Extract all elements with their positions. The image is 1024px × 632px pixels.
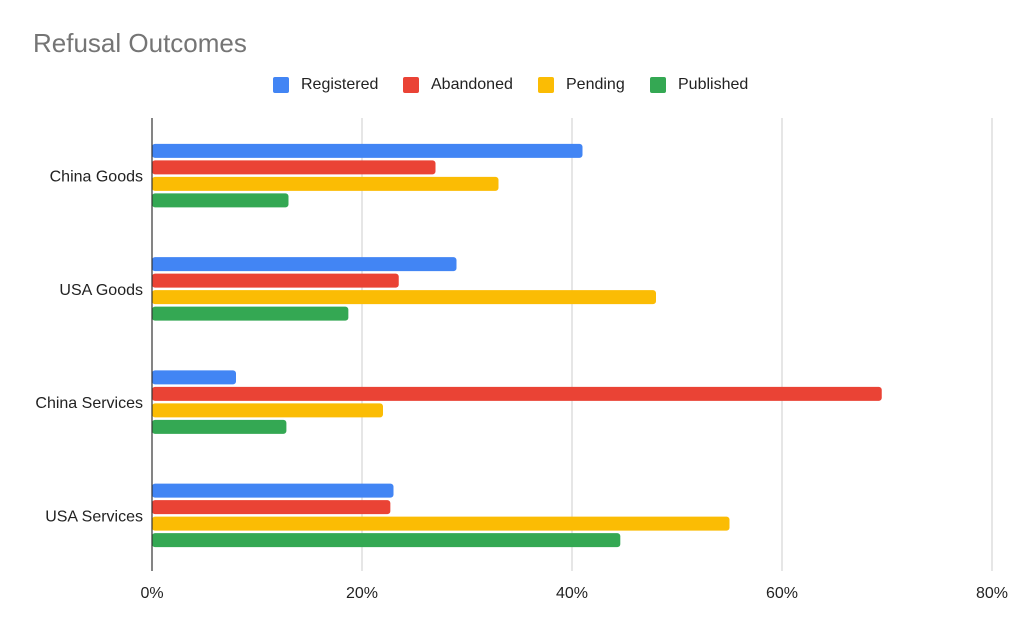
x-tick-label: 60%: [766, 585, 798, 602]
bar-abandoned: [152, 273, 399, 288]
bar-published: [152, 419, 287, 434]
bar-registered: [152, 483, 394, 498]
bar-published: [152, 306, 349, 321]
bar-pending: [152, 176, 499, 191]
bar-published: [152, 533, 621, 548]
bar-registered: [152, 257, 457, 272]
bar-abandoned: [152, 386, 882, 401]
x-tick-label: 20%: [346, 585, 378, 602]
legend-swatch-pending: [538, 77, 554, 93]
x-tick-label: 80%: [976, 585, 1008, 602]
category-label: China Services: [35, 395, 143, 412]
legend-swatch-published: [650, 77, 666, 93]
legend-swatch-registered: [273, 77, 289, 93]
bar-published: [152, 193, 289, 208]
bar-pending: [152, 403, 383, 418]
legend-label-abandoned: Abandoned: [431, 76, 513, 93]
legend-item-pending[interactable]: Pending: [538, 76, 625, 94]
bar-registered: [152, 143, 583, 158]
legend-item-registered[interactable]: Registered: [273, 76, 378, 94]
legend-label-registered: Registered: [301, 76, 379, 93]
bar-abandoned: [152, 500, 391, 515]
x-tick-label: 0%: [140, 585, 163, 602]
bar-abandoned: [152, 160, 436, 175]
category-label: China Goods: [50, 169, 143, 186]
legend-item-abandoned[interactable]: Abandoned: [403, 76, 513, 94]
bar-registered: [152, 370, 236, 385]
bar-pending: [152, 516, 730, 531]
legend-item-published[interactable]: Published: [650, 76, 748, 94]
bar-pending: [152, 290, 656, 305]
chart-title: Refusal Outcomes: [33, 28, 247, 58]
category-label: USA Goods: [59, 282, 143, 299]
category-label: USA Services: [45, 508, 143, 525]
x-tick-label: 40%: [556, 585, 588, 602]
legend: Registered Abandoned Pending Published: [0, 76, 1024, 100]
legend-label-published: Published: [678, 76, 749, 93]
legend-label-pending: Pending: [566, 76, 625, 93]
legend-swatch-abandoned: [403, 77, 419, 93]
